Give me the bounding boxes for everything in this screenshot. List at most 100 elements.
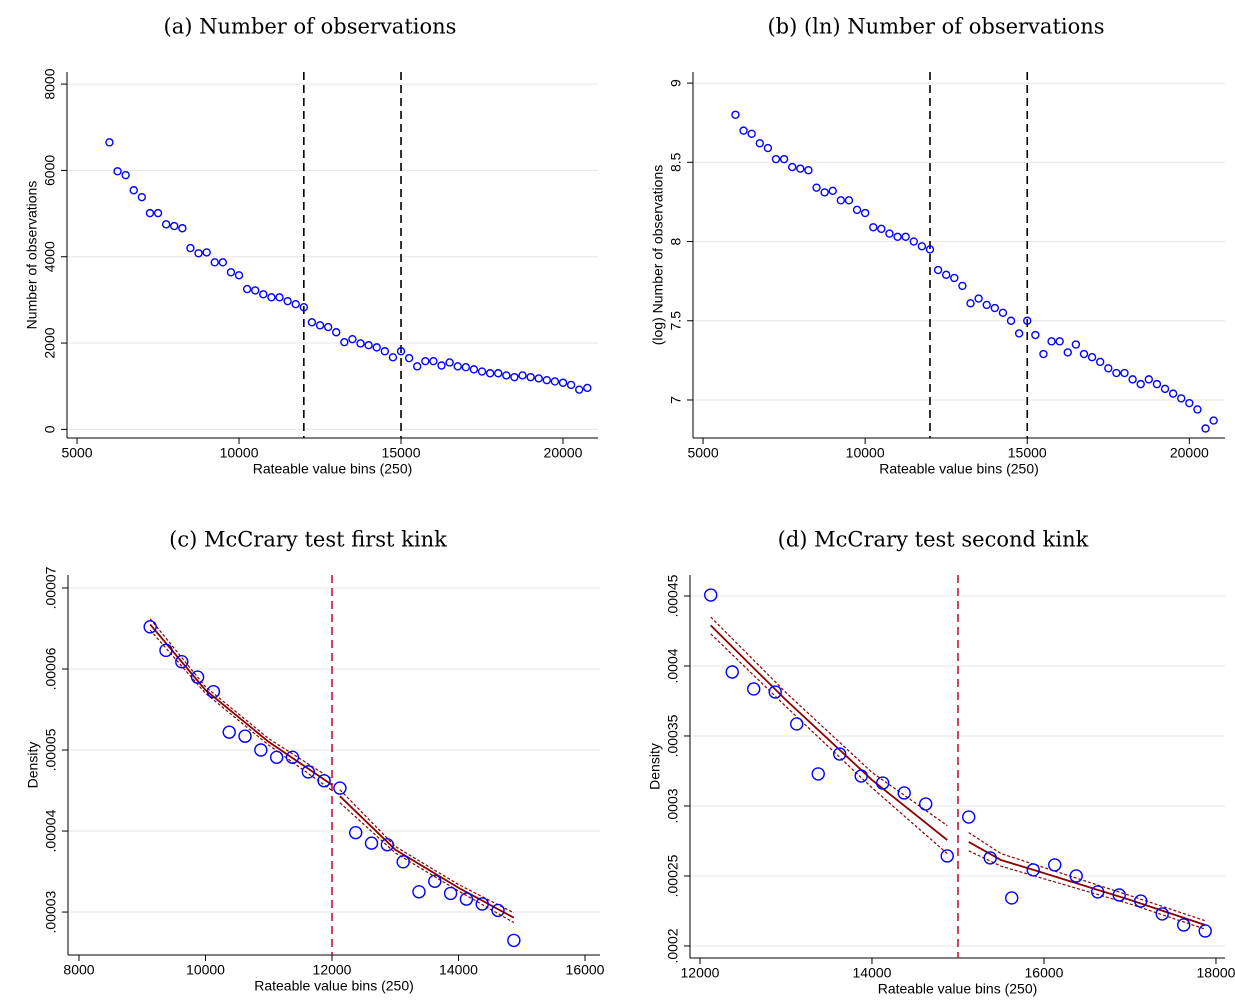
data-point bbox=[315, 321, 325, 330]
data-point bbox=[388, 353, 398, 362]
data-point bbox=[1005, 891, 1019, 905]
data-point bbox=[129, 186, 138, 195]
data-point bbox=[962, 810, 976, 824]
x-tick-label: 20000 bbox=[1170, 445, 1209, 461]
y-tick-label: 8 bbox=[668, 237, 684, 245]
data-point bbox=[1079, 349, 1089, 359]
data-point bbox=[269, 750, 284, 765]
x-axis-label: Rateable value bins (250) bbox=[253, 461, 413, 477]
data-point bbox=[285, 750, 300, 765]
chart-title: (a) Number of observations bbox=[164, 15, 457, 39]
data-point bbox=[1104, 364, 1113, 373]
data-point bbox=[485, 369, 495, 378]
data-point bbox=[178, 224, 187, 233]
data-point bbox=[558, 378, 568, 387]
data-point bbox=[429, 356, 438, 366]
x-axis-label: Rateable value bins (250) bbox=[878, 981, 1038, 997]
data-point bbox=[332, 328, 341, 337]
data-point bbox=[251, 286, 260, 295]
data-point bbox=[396, 347, 406, 356]
y-tick-label: 4000 bbox=[42, 241, 58, 272]
data-point bbox=[510, 372, 519, 382]
data-point bbox=[768, 685, 782, 699]
y-axis-label: (log) Number of observations bbox=[650, 165, 666, 346]
y-tick-label: .00004 bbox=[43, 809, 59, 852]
fit-line bbox=[710, 624, 948, 841]
data-point bbox=[1144, 375, 1154, 384]
data-point bbox=[1209, 416, 1218, 425]
data-point bbox=[725, 665, 739, 679]
data-point bbox=[1047, 337, 1056, 346]
y-tick-label: .00006 bbox=[43, 647, 59, 690]
data-point bbox=[307, 318, 317, 327]
data-point bbox=[340, 337, 349, 347]
data-point bbox=[901, 232, 910, 241]
data-point bbox=[1152, 379, 1162, 389]
x-tick-label: 18000 bbox=[1197, 965, 1235, 981]
y-tick-label: .00035 bbox=[665, 714, 681, 757]
data-point bbox=[1112, 368, 1121, 378]
data-point bbox=[1063, 348, 1072, 357]
data-point bbox=[1091, 885, 1105, 899]
data-point bbox=[877, 224, 886, 234]
data-point bbox=[459, 892, 474, 906]
fit-ci-upper bbox=[339, 789, 515, 914]
data-point bbox=[159, 643, 173, 658]
data-point bbox=[518, 371, 527, 380]
data-point bbox=[475, 897, 489, 911]
data-point bbox=[238, 729, 252, 743]
data-point bbox=[1039, 349, 1048, 359]
data-point bbox=[909, 237, 918, 246]
data-point bbox=[917, 242, 927, 251]
data-point bbox=[788, 162, 797, 172]
data-point bbox=[1095, 357, 1105, 367]
x-tick-label: 16000 bbox=[566, 962, 605, 978]
fit-ci-lower bbox=[710, 633, 948, 855]
y-tick-label: 9 bbox=[668, 79, 684, 87]
data-point bbox=[283, 296, 292, 306]
y-axis-label: Density bbox=[647, 743, 663, 790]
data-point bbox=[202, 248, 211, 257]
y-tick-label: 8000 bbox=[42, 68, 58, 99]
data-point bbox=[820, 188, 829, 197]
data-point bbox=[731, 110, 740, 119]
data-point bbox=[583, 383, 592, 393]
data-point bbox=[206, 684, 221, 699]
x-axis-label: Rateable value bins (250) bbox=[254, 978, 414, 994]
y-tick-label: 8.5 bbox=[668, 152, 684, 172]
data-point bbox=[210, 258, 219, 267]
data-point bbox=[413, 362, 422, 371]
data-point bbox=[526, 372, 535, 382]
data-point bbox=[477, 367, 487, 376]
data-point bbox=[982, 300, 991, 310]
data-point bbox=[854, 769, 868, 783]
data-point bbox=[828, 186, 837, 196]
data-point bbox=[437, 361, 446, 370]
data-point bbox=[897, 786, 911, 800]
fit-ci-upper bbox=[710, 616, 948, 827]
data-point bbox=[145, 208, 155, 218]
data-point bbox=[950, 273, 959, 283]
data-point bbox=[1014, 329, 1024, 338]
data-point bbox=[507, 933, 521, 948]
data-point bbox=[349, 825, 363, 840]
data-point bbox=[1112, 888, 1126, 902]
data-point bbox=[852, 205, 862, 215]
data-point bbox=[860, 208, 870, 218]
y-tick-label: .00005 bbox=[43, 728, 59, 771]
data-point bbox=[833, 747, 847, 761]
data-point bbox=[1198, 924, 1212, 938]
data-point bbox=[333, 781, 347, 795]
data-point bbox=[811, 767, 825, 781]
data-point bbox=[259, 290, 268, 299]
data-point bbox=[412, 885, 426, 899]
data-point bbox=[323, 322, 333, 332]
y-tick-label: 7 bbox=[668, 396, 684, 404]
data-point bbox=[1177, 918, 1191, 932]
fit-line bbox=[968, 841, 1206, 926]
data-point bbox=[161, 220, 171, 229]
x-tick-label: 16000 bbox=[1025, 965, 1064, 981]
y-tick-label: .00025 bbox=[665, 854, 681, 897]
data-point bbox=[1177, 394, 1186, 403]
